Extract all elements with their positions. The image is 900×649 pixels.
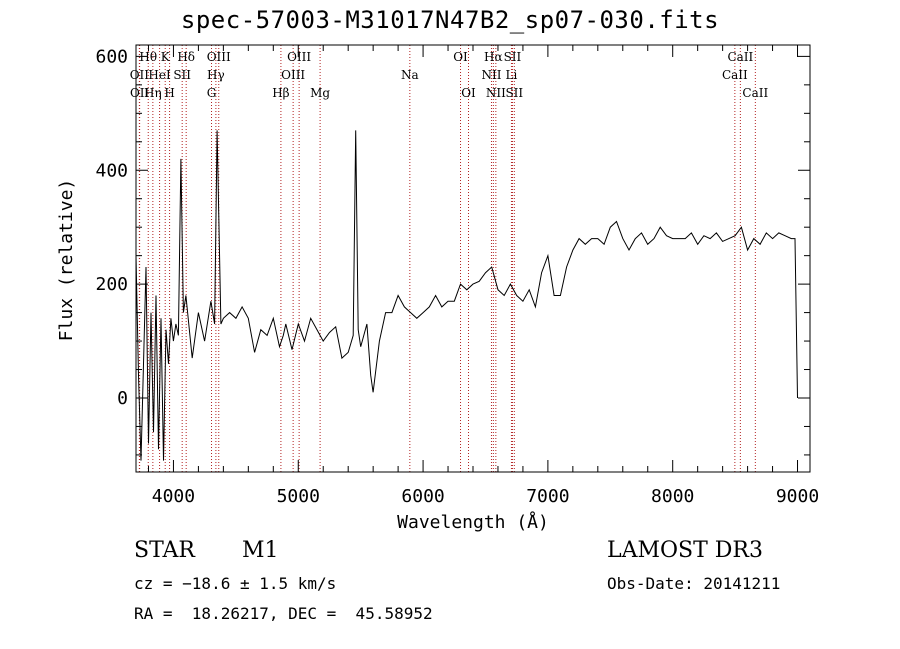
line-label: Hθ	[139, 50, 157, 64]
line-label: H	[164, 86, 174, 100]
line-label: Mg	[310, 86, 330, 100]
line-label: OIII	[287, 50, 311, 64]
chart-title: spec-57003-M31017N47B2_sp07-030.fits	[180, 6, 720, 34]
y-tick-label: 400	[95, 160, 128, 181]
line-label: Na	[401, 68, 419, 82]
line-labels: HθOIIOIIHηHeIKHSIIHδGOIIIHγHβOIIIOIIIMgN…	[130, 50, 769, 100]
line-label: CaII	[722, 68, 748, 82]
y-tick-label: 200	[95, 274, 128, 295]
y-axis-label: Flux (relative)	[56, 179, 77, 342]
spectrum-line	[135, 130, 798, 461]
line-label: NII	[486, 86, 506, 100]
line-label: OIII	[207, 50, 231, 64]
object-class: STAR	[134, 538, 195, 563]
coordinates-text: RA = 18.26217, DEC = 45.58952	[134, 604, 433, 623]
line-label: Hα	[484, 50, 503, 64]
y-tick-label: 0	[117, 388, 128, 409]
line-label: G	[207, 86, 217, 100]
x-tick-label: 6000	[401, 486, 444, 507]
line-label: NII	[481, 68, 501, 82]
line-label: OIII	[281, 68, 305, 82]
survey-name: LAMOST DR3	[607, 538, 763, 563]
line-label: SII	[505, 86, 523, 100]
line-label: SII	[173, 68, 191, 82]
line-label: HeI	[148, 68, 171, 82]
x-tick-label: 7000	[526, 486, 569, 507]
y-tick-label: 600	[95, 46, 128, 67]
line-label: OII	[130, 86, 150, 100]
line-label: CaII	[727, 50, 753, 64]
x-tick-label: 9000	[776, 486, 819, 507]
x-tick-label: 8000	[651, 486, 694, 507]
line-label: Hβ	[272, 86, 289, 100]
spectral-line-markers	[138, 45, 756, 472]
line-label: Hδ	[177, 50, 195, 64]
x-axis-label: Wavelength (Å)	[397, 511, 549, 533]
plot-frame	[135, 44, 811, 473]
line-label: SII	[504, 50, 522, 64]
line-label: K	[161, 50, 171, 64]
line-label: OI	[453, 50, 468, 64]
line-label: CaII	[742, 86, 768, 100]
x-tick-label: 5000	[277, 486, 320, 507]
line-label: Hγ	[207, 68, 225, 82]
line-label: Hη	[144, 86, 162, 100]
line-label: OII	[130, 68, 150, 82]
x-tick-label: 4000	[152, 486, 195, 507]
axis-ticks: 4000 5000 6000 7000 8000 9000 0 200 400 600	[95, 45, 819, 507]
obs-date-text: Obs-Date: 20141211	[607, 574, 781, 593]
object-subclass: M1	[242, 538, 279, 563]
line-label: OI	[461, 86, 476, 100]
line-label: Li	[506, 68, 518, 82]
redshift-text: cz = −18.6 ± 1.5 km/s	[134, 574, 337, 593]
